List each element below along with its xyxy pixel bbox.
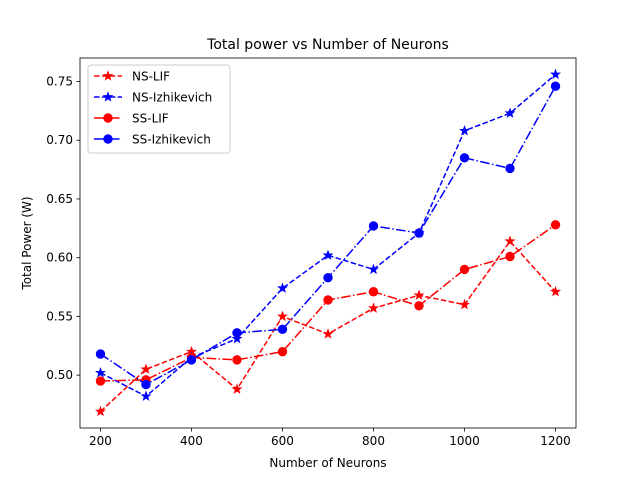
x-axis-label: Number of Neurons [269,456,386,470]
data-point-ss-izhikevich [414,228,424,238]
legend-marker-ss-izhikevich [103,134,113,144]
data-point-ns-izhikevich [94,367,106,378]
legend-label-ns-izhikevich: NS-Izhikevich [132,91,212,105]
y-tick-label: 0.65 [46,192,73,206]
data-point-ss-lif [368,287,379,297]
legend-marker-ns-izhikevich [102,91,114,102]
data-point-ss-lif [505,251,515,262]
y-tick-label: 0.70 [46,133,73,147]
data-point-ss-lif [459,264,470,275]
data-point-ss-izhikevich [459,153,470,163]
data-point-ss-lif [550,220,561,230]
data-point-ns-lif [231,383,243,394]
y-tick-label: 0.60 [46,251,73,265]
y-tick-label: 0.50 [46,368,73,382]
data-point-ss-izhikevich [505,163,515,174]
data-point-ns-izhikevich [277,282,288,293]
data-point-ns-izhikevich [368,263,379,275]
y-axis-label: Total Power (W) [20,196,34,290]
legend-marker-ns-lif [102,70,114,81]
y-tick-label: 0.55 [46,309,73,323]
data-point-ns-lif [413,289,425,300]
x-tick-label: 600 [271,434,294,448]
data-point-ss-lif [232,355,242,365]
data-point-ss-izhikevich [186,355,197,365]
data-point-ss-izhikevich [277,324,288,335]
data-point-ss-izhikevich [368,221,379,231]
data-point-ss-izhikevich [323,272,333,283]
x-tick-label: 1000 [449,434,480,448]
data-point-ns-lif [504,235,516,246]
data-point-ns-lif [277,310,288,322]
data-point-ss-lif [323,295,333,305]
data-point-ns-lif [94,405,106,417]
x-tick-label: 400 [180,434,203,448]
legend-label-ss-izhikevich: SS-Izhikevich [132,133,211,147]
x-tick-label: 200 [89,434,112,448]
data-point-ns-izhikevich [504,107,516,118]
data-point-ss-izhikevich [141,379,151,390]
data-point-ns-izhikevich [459,125,471,136]
data-point-ns-izhikevich [550,68,562,80]
data-point-ss-lif [414,301,424,311]
data-point-ns-izhikevich [322,249,334,260]
y-tick-label: 0.75 [46,74,73,88]
data-point-ss-izhikevich [550,81,561,91]
data-point-ss-izhikevich [232,328,242,338]
data-point-ss-izhikevich [95,349,106,359]
legend: NS-LIF NS-Izhikevich SS-LIF SS-Izhikevich [87,64,231,154]
data-point-ss-lif [277,346,288,357]
data-point-ns-lif [140,363,152,374]
data-point-ss-lif [95,376,106,386]
data-point-ns-izhikevich [231,332,243,344]
x-tick-label: 800 [362,434,385,448]
legend-label-ns-lif: NS-LIF [132,70,170,84]
plot-area: 200 400 600 800 1000 1200 0.50 0.55 0.60 0.65 0.70… [46,57,577,448]
data-point-ns-lif [368,302,379,313]
chart-title: Total power vs Number of Neurons [206,37,449,53]
data-point-ns-lif [459,298,471,310]
x-tick-label: 1200 [540,434,571,448]
data-point-ns-lif [550,285,562,297]
series-line-ns-izhikevich [100,73,557,398]
legend-marker-ss-lif [103,113,113,123]
data-point-ns-izhikevich [140,390,152,401]
legend-label-ss-lif: SS-LIF [132,112,169,126]
legend-box [87,64,231,154]
axes-frame [79,57,577,429]
data-point-ns-lif [322,328,334,339]
